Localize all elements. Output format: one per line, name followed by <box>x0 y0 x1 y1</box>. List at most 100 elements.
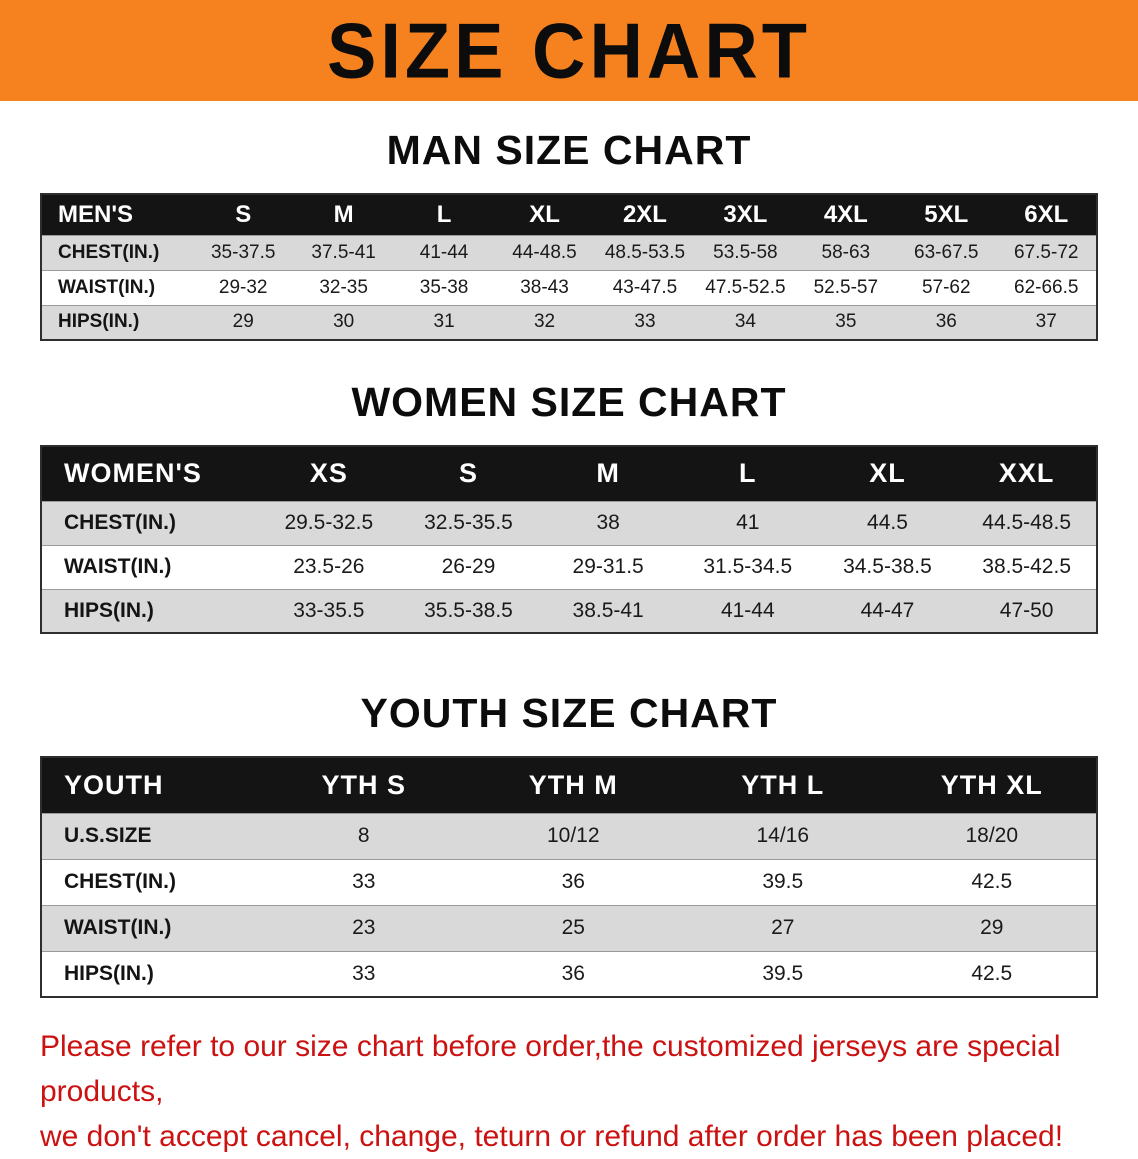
size-value-cell: 52.5-57 <box>813 276 879 298</box>
measurement-row: WAIST(IN.) 29-32 32-35 35-38 38-43 43-47.5 47.… <box>41 270 1097 305</box>
size-value-cell: 57-62 <box>921 276 971 298</box>
measurement-row: HIPS(IN.) 33-35.5 35.5-38.5 38.5-41 41-44 44-… <box>41 589 1097 633</box>
size-column-header: YTH L <box>678 757 888 813</box>
size-value-cell: 33 <box>352 961 376 985</box>
size-value-cell: 42.5 <box>971 961 1013 985</box>
size-value-cell: 29 <box>980 916 1004 939</box>
measurement-row: CHEST(IN.) 35-37.5 37.5-41 41-44 44-48.5 48.5… <box>41 235 1097 270</box>
row-label-cell: WAIST(IN.) <box>58 276 156 298</box>
size-value-cell: 23 <box>352 916 376 939</box>
size-column-header: M <box>538 446 678 501</box>
size-value-cell: 47-50 <box>999 598 1054 622</box>
row-label-cell: WAIST(IN.) <box>64 555 172 578</box>
header-row: YOUTH YTH S YTH M YTH L YTH XL <box>41 757 1097 813</box>
size-value-cell: 23.5-26 <box>293 555 365 578</box>
table-title-cell: MEN'S <box>41 194 193 235</box>
row-label-cell: WAIST(IN.) <box>64 916 172 939</box>
youth-section-heading: YOUTH SIZE CHART <box>360 690 778 736</box>
size-value-cell: 29-31.5 <box>572 555 644 578</box>
size-value-cell: 29-32 <box>218 276 268 298</box>
size-value-cell: 44-47 <box>860 598 915 622</box>
size-column-header: YTH XL <box>887 757 1097 813</box>
size-value-cell: 32.5-35.5 <box>424 511 513 534</box>
page-title: SIZE CHART <box>327 6 811 95</box>
disclaimer-text: Please refer to our size chart before or… <box>40 1024 1098 1159</box>
size-value-cell: 44.5-48.5 <box>982 511 1072 534</box>
size-column-header: L <box>393 194 495 235</box>
measurement-row: HIPS(IN.) 29 30 31 32 33 34 35 36 37 <box>41 305 1097 340</box>
row-label-cell: CHEST(IN.) <box>64 870 176 893</box>
size-column-header: YTH S <box>259 757 469 813</box>
row-label-cell: HIPS(IN.) <box>58 311 140 333</box>
size-column-header: M <box>293 194 394 235</box>
row-label-cell: U.S.SIZE <box>64 824 152 847</box>
size-value-cell: 36 <box>935 311 957 333</box>
size-value-cell: 37 <box>1035 311 1057 333</box>
size-value-cell: 33 <box>352 870 376 893</box>
size-value-cell: 62-66.5 <box>1014 276 1079 298</box>
size-value-cell: 35-38 <box>419 276 469 298</box>
banner: SIZE CHART <box>0 0 1138 101</box>
size-value-cell: 47.5-52.5 <box>705 276 786 298</box>
size-value-cell: 36 <box>561 961 585 985</box>
size-value-cell: 42.5 <box>971 870 1013 893</box>
size-value-cell: 32 <box>533 311 556 333</box>
size-column-header: 2XL <box>594 194 696 235</box>
size-value-cell: 34.5-38.5 <box>843 555 932 578</box>
men-section-heading: MAN SIZE CHART <box>386 127 752 173</box>
header-row: MEN'S S M L XL 2XL 3XL 4XL 5XL 6XL <box>41 194 1097 235</box>
youth-size-table: YOUTH YTH S YTH M YTH L YTH XL U.S.SIZE 8 10/12… <box>40 756 1098 998</box>
size-value-cell: 43-47.5 <box>612 276 678 298</box>
size-value-cell: 26-29 <box>441 555 496 578</box>
size-value-cell: 31 <box>433 311 455 333</box>
size-column-header: XXL <box>957 446 1097 501</box>
size-value-cell: 33 <box>634 311 656 333</box>
size-column-header: L <box>677 446 818 501</box>
measurement-row: U.S.SIZE 8 10/12 14/16 18/20 <box>41 813 1097 859</box>
size-value-cell: 67.5-72 <box>1014 241 1079 263</box>
size-value-cell: 31.5-34.5 <box>703 555 793 578</box>
size-value-cell: 39.5 <box>762 961 804 985</box>
size-value-cell: 34 <box>734 311 756 333</box>
measurement-row: CHEST(IN.) 29.5-32.5 32.5-35.5 38 41 44.5 44.5… <box>41 501 1097 545</box>
size-value-cell: 14/16 <box>756 824 810 847</box>
size-value-cell: 37.5-41 <box>311 241 376 263</box>
size-value-cell: 39.5 <box>762 870 804 893</box>
size-value-cell: 44-48.5 <box>512 241 577 263</box>
disclaimer-line-2: we don't accept cancel, change, teturn o… <box>40 1120 1064 1153</box>
size-column-header: S <box>398 446 539 501</box>
measurement-row: WAIST(IN.) 23.5-26 26-29 29-31.5 31.5-34.5 34… <box>41 545 1097 589</box>
size-value-cell: 25 <box>561 916 585 939</box>
size-value-cell: 44.5 <box>867 511 908 534</box>
size-value-cell: 8 <box>357 824 370 847</box>
size-value-cell: 33-35.5 <box>293 598 365 622</box>
size-value-cell: 41-44 <box>419 241 469 263</box>
size-value-cell: 35 <box>835 311 857 333</box>
size-value-cell: 10/12 <box>546 824 600 847</box>
size-value-cell: 38-43 <box>520 276 569 298</box>
size-column-header: 6XL <box>996 194 1097 235</box>
size-column-header: S <box>193 194 294 235</box>
women-size-table: WOMEN'S XS S M L XL XXL CHEST(IN.) 29.5-32.5 32.5… <box>40 445 1098 634</box>
row-label-cell: CHEST(IN.) <box>64 511 176 534</box>
size-value-cell: 63-67.5 <box>914 241 979 263</box>
size-value-cell: 58-63 <box>821 241 871 263</box>
measurement-row: CHEST(IN.) 33 36 39.5 42.5 <box>41 859 1097 905</box>
size-value-cell: 18/20 <box>965 824 1019 847</box>
disclaimer-line-1: Please refer to our size chart before or… <box>40 1030 1061 1108</box>
size-value-cell: 53.5-58 <box>713 241 778 263</box>
size-value-cell: 32-35 <box>319 276 368 298</box>
size-column-header: XS <box>259 446 399 501</box>
size-value-cell: 29 <box>232 311 254 333</box>
size-value-cell: 35.5-38.5 <box>424 598 513 622</box>
size-value-cell: 38.5-42.5 <box>982 555 1072 578</box>
men-size-table: MEN'S S M L XL 2XL 3XL 4XL 5XL 6XL CHEST(IN.) 35-37… <box>40 193 1098 341</box>
size-value-cell: 41-44 <box>720 598 775 622</box>
size-column-header: XL <box>494 194 595 235</box>
size-column-header: YTH M <box>468 757 678 813</box>
row-label-cell: HIPS(IN.) <box>64 598 154 622</box>
size-value-cell: 38 <box>596 511 620 534</box>
size-value-cell: 36 <box>561 870 585 893</box>
size-value-cell: 48.5-53.5 <box>604 241 686 263</box>
